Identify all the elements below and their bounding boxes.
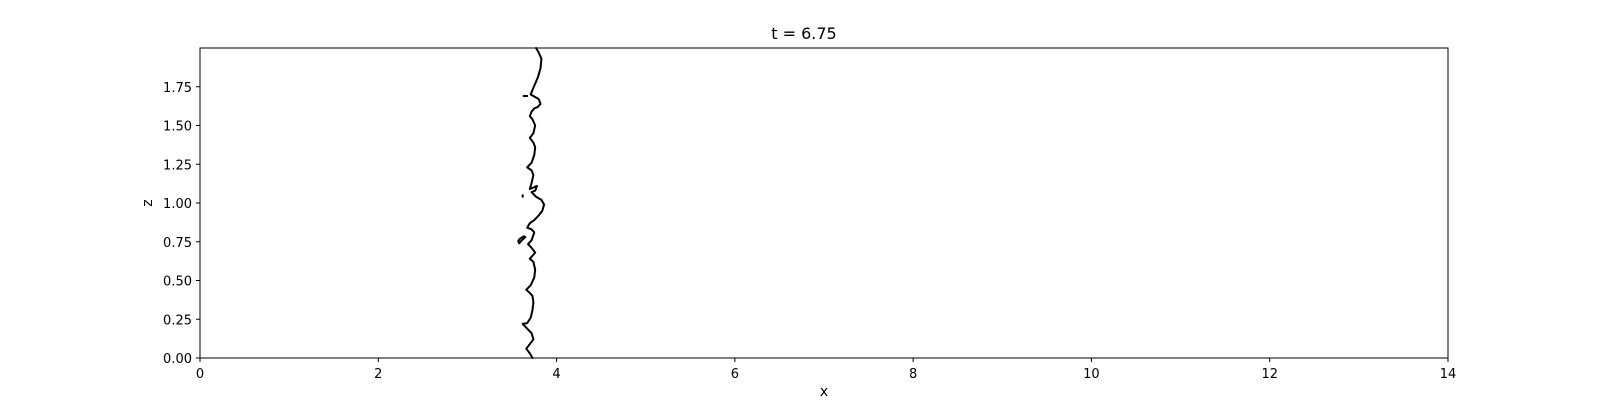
- x-axis-ticks: 0 2 4 6 8 10 12 14: [196, 358, 1456, 382]
- x-tick-label: 4: [552, 367, 560, 382]
- x-tick-label: 0: [196, 367, 204, 382]
- x-tick-label: 14: [1440, 367, 1457, 382]
- x-tick-label: 12: [1261, 367, 1278, 382]
- y-tick-label: 0.25: [163, 313, 192, 328]
- y-tick-label: 1.75: [163, 81, 192, 96]
- x-tick-label: 10: [1083, 367, 1100, 382]
- y-axis-label: z: [140, 199, 156, 206]
- x-tick-label: 6: [731, 367, 739, 382]
- y-tick-label: 1.00: [163, 197, 192, 212]
- x-tick-label: 2: [374, 367, 382, 382]
- y-tick-label: 1.50: [163, 120, 192, 135]
- contour-line-1: [517, 235, 527, 245]
- contour-lines: [517, 47, 546, 359]
- y-tick-label: 0.50: [163, 275, 192, 290]
- y-tick-label: 0.75: [163, 236, 192, 251]
- plot-frame: [199, 47, 1449, 359]
- x-tick-label: 8: [909, 367, 917, 382]
- x-axis-label: x: [820, 384, 828, 400]
- y-tick-label: 0.00: [163, 352, 192, 367]
- y-axis-ticks: 0.00 0.25 0.50 0.75 1.00 1.25 1.50 1.75: [163, 81, 200, 367]
- y-tick-label: 1.25: [163, 158, 192, 173]
- contour-line-0: [521, 47, 546, 359]
- chart-title: t = 6.75: [771, 24, 836, 43]
